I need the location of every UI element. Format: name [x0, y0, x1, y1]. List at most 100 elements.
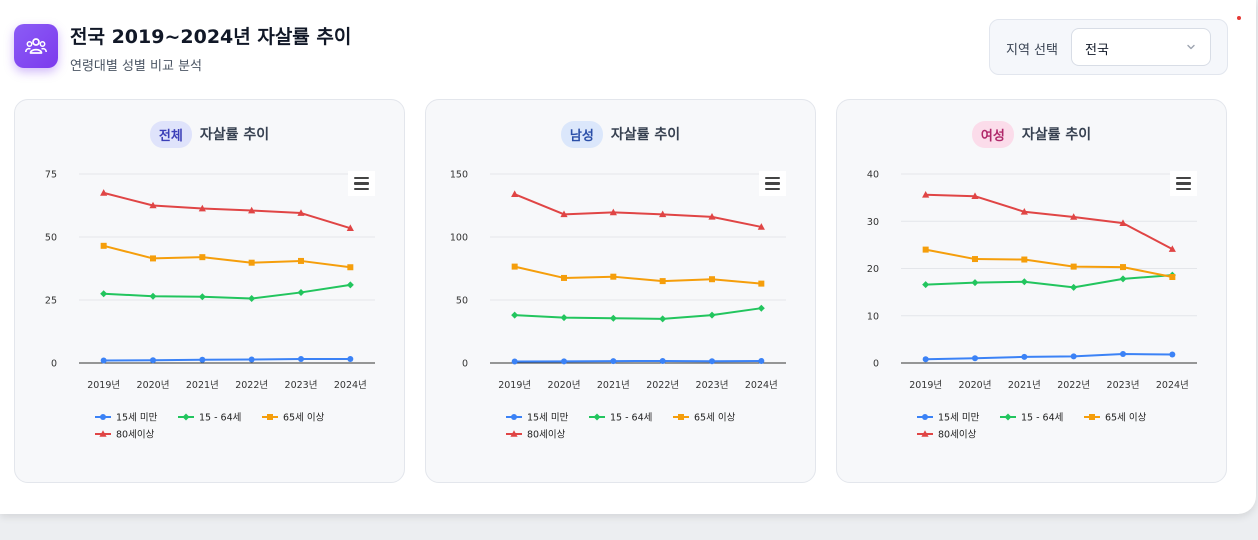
series-line-age-65-plus — [103, 244, 351, 269]
chart-menu-button[interactable] — [348, 171, 375, 196]
chart-menu-button[interactable] — [759, 171, 786, 196]
legend-label: 65세 이상 — [694, 413, 736, 424]
legend-item-under-15[interactable]: 15세 미만 — [95, 413, 158, 424]
legend-item-age-80-plus[interactable]: 80세이상 — [506, 430, 566, 441]
region-select[interactable]: 전국 — [1071, 28, 1211, 66]
data-point-age-15-64 — [757, 304, 765, 312]
series-line-under-15 — [925, 353, 1173, 361]
data-point-age-80-plus — [560, 210, 568, 218]
data-point-age-80-plus — [708, 213, 716, 220]
legend-item-under-15[interactable]: 15세 미만 — [917, 413, 980, 424]
series-line-under-15 — [103, 357, 351, 362]
legend-item-age-15-64[interactable]: 15 - 64세 — [178, 413, 241, 424]
notification-dot — [1237, 16, 1241, 20]
data-point-age-65-plus — [561, 274, 567, 281]
data-point-age-15-64 — [708, 311, 716, 319]
legend-item-age-65-plus[interactable]: 65세 이상 — [673, 413, 736, 424]
chart-panel-total: 전체 자살률 추이 0 25 50 75 2019년 2020년 2021년 2022년 202… — [14, 99, 405, 483]
data-point-age-65-plus — [1021, 256, 1028, 263]
data-point-age-65-plus — [972, 256, 978, 263]
data-point-age-80-plus — [922, 190, 930, 198]
page-title: 전국 2019~2024년 자살률 추이 — [70, 26, 352, 48]
data-point-age-65-plus — [1120, 264, 1126, 271]
legend-label: 15 - 64세 — [610, 413, 652, 424]
y-tick-label: 0 — [51, 359, 57, 370]
data-point-age-15-64 — [346, 281, 354, 289]
chart-panel-male: 남성 자살률 추이 0 50 100 150 2019년 2020년 2021년 2022년 2… — [425, 99, 816, 483]
x-tick-label: 2021년 — [186, 380, 219, 391]
x-tick-label: 2019년 — [87, 380, 120, 391]
data-point-age-80-plus — [1070, 213, 1078, 220]
legend-label: 15 - 64세 — [1021, 413, 1063, 424]
legend-label: 80세이상 — [527, 430, 566, 441]
data-point-age-65-plus — [610, 273, 617, 280]
legend-label: 15세 미만 — [527, 413, 569, 424]
chart-total: 0 25 50 75 2019년 2020년 2021년 2022년 2023년 2024년 15세… — [45, 170, 375, 441]
pill-male: 남성 — [560, 120, 603, 148]
data-point-age-15-64 — [971, 279, 979, 287]
y-tick-label: 150 — [450, 170, 468, 181]
legend-item-age-15-64[interactable]: 15 - 64세 — [1000, 413, 1063, 424]
y-tick-label: 0 — [462, 359, 468, 370]
y-tick-label: 75 — [45, 170, 57, 181]
y-tick-label: 50 — [45, 233, 57, 244]
legend-item-age-80-plus[interactable]: 80세이상 — [917, 430, 977, 441]
legend-label: 65세 이상 — [283, 413, 325, 424]
data-point-age-65-plus — [1070, 263, 1077, 270]
data-point-age-15-64 — [248, 294, 256, 302]
legend-item-under-15[interactable]: 15세 미만 — [506, 413, 569, 424]
series-line-age-80-plus — [925, 193, 1173, 251]
data-point-age-80-plus — [1119, 219, 1127, 226]
data-point-age-80-plus — [346, 224, 354, 231]
pill-total: 전체 — [149, 120, 192, 148]
x-tick-label: 2023년 — [696, 380, 729, 391]
series-line-age-65-plus — [925, 248, 1173, 278]
data-point-age-15-64 — [198, 293, 206, 301]
panel-title-female: 자살률 추이 — [1021, 127, 1092, 143]
legend-label: 80세이상 — [116, 430, 155, 441]
panel-title-total: 자살률 추이 — [199, 127, 270, 143]
x-tick-label: 2022년 — [235, 380, 268, 391]
panel-title-male: 자살률 추이 — [610, 127, 681, 143]
x-tick-label: 2020년 — [548, 380, 581, 391]
data-point-age-65-plus — [298, 257, 304, 264]
data-point-age-65-plus — [709, 276, 715, 283]
chart-male: 0 50 100 150 2019년 2020년 2021년 2022년 2023년 2024년 1… — [450, 170, 786, 441]
legend-label: 80세이상 — [938, 430, 977, 441]
legend-label: 15세 미만 — [116, 413, 158, 424]
data-point-age-65-plus — [248, 259, 255, 266]
legend-item-age-80-plus[interactable]: 80세이상 — [95, 430, 155, 441]
data-point-age-15-64 — [659, 315, 667, 323]
data-point-age-80-plus — [609, 208, 617, 216]
legend-item-age-15-64[interactable]: 15 - 64세 — [589, 413, 652, 424]
dashboard-card: 전국 2019~2024년 자살률 추이 연령대별 성별 비교 분석 지역 선택… — [0, 0, 1256, 514]
legend-item-age-65-plus[interactable]: 65세 이상 — [262, 413, 325, 424]
data-point-age-15-64 — [1119, 275, 1127, 283]
x-tick-label: 2023년 — [1107, 380, 1140, 391]
chart-menu-button[interactable] — [1170, 171, 1197, 196]
chart-female: 0 10 20 30 40 2019년 2020년 2021년 2022년 2023년 2024년 1… — [867, 170, 1197, 441]
data-point-age-65-plus — [1169, 274, 1176, 281]
series-line-under-15 — [514, 359, 762, 363]
data-point-under-15 — [972, 355, 978, 362]
series-line-age-80-plus — [514, 193, 762, 228]
data-point-age-15-64 — [149, 292, 157, 300]
legend-item-age-65-plus[interactable]: 65세 이상 — [1084, 413, 1147, 424]
data-point-under-15 — [1021, 353, 1028, 360]
data-point-under-15 — [1169, 351, 1176, 358]
data-point-age-65-plus — [347, 264, 354, 271]
data-point-under-15 — [100, 357, 107, 364]
data-point-age-80-plus — [297, 209, 305, 216]
data-point-age-80-plus — [1168, 245, 1176, 252]
data-point-under-15 — [561, 358, 567, 365]
data-point-under-15 — [709, 358, 715, 365]
data-point-age-15-64 — [297, 288, 305, 296]
y-tick-label: 40 — [867, 170, 879, 181]
data-point-under-15 — [610, 358, 617, 365]
y-tick-label: 20 — [867, 264, 879, 275]
pill-female: 여성 — [971, 120, 1014, 148]
data-point-age-65-plus — [511, 263, 518, 270]
x-tick-label: 2020년 — [137, 380, 170, 391]
x-tick-label: 2019년 — [909, 380, 942, 391]
y-tick-label: 30 — [867, 217, 879, 228]
